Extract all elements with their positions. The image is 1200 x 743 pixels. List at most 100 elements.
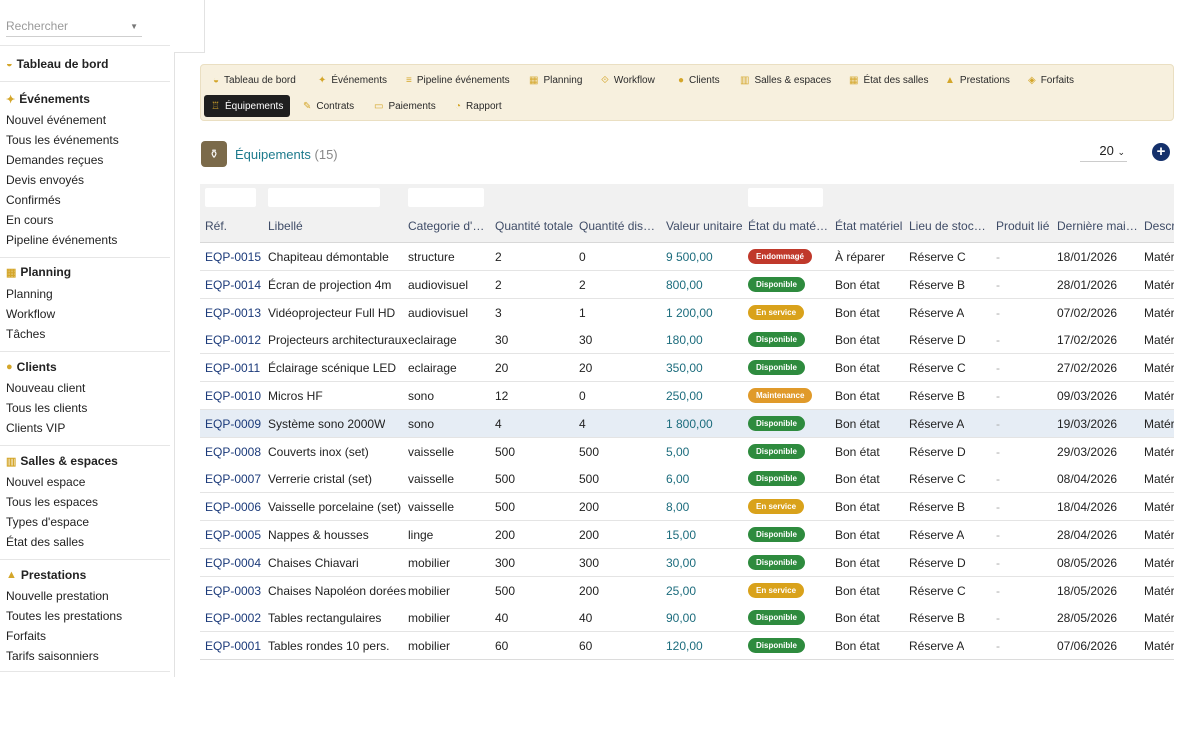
sidebar-section-5[interactable]: ▲ Prestations [6, 568, 86, 582]
column-filter-input[interactable] [268, 188, 380, 207]
sidebar-item[interactable]: Tous les espaces [6, 495, 99, 509]
table-row[interactable]: EQP-0004 Chaises Chiavari mobilier 300 300 30… [200, 548, 1174, 577]
column-filter-input[interactable] [748, 188, 823, 207]
tab-équipements[interactable]: ♖ Équipements [204, 95, 291, 117]
reference-link[interactable]: EQP-0004 [205, 555, 262, 570]
tab-planning[interactable]: ▦ Planning [522, 69, 589, 91]
reference-link[interactable]: EQP-0008 [205, 444, 262, 459]
tab-contrats[interactable]: ✎ Contrats [296, 95, 361, 117]
sidebar-item[interactable]: Workflow [6, 307, 56, 321]
reference-link[interactable]: EQP-0002 [205, 611, 262, 626]
sidebar-item[interactable]: Types d'espace [6, 515, 90, 529]
sidebar-item[interactable]: Toutes les prestations [6, 609, 123, 623]
table-cell: 2 [579, 277, 586, 292]
sidebar-section-3[interactable]: ● Clients [6, 360, 57, 374]
sidebar-section-1[interactable]: ✦ Événements [6, 92, 90, 106]
tab-rapport[interactable]: ◔ Rapport [448, 95, 509, 117]
table-cell: mobilier [408, 611, 451, 626]
column-header[interactable]: Descr… [1144, 219, 1174, 233]
sidebar-item[interactable]: Tâches [6, 327, 46, 341]
column-header[interactable]: Quantité dis… [579, 219, 656, 233]
column-header[interactable]: Quantité totale [495, 219, 574, 233]
sidebar-item[interactable]: Nouveau client [6, 381, 86, 395]
sidebar-section-2[interactable]: ▦ Planning [6, 265, 71, 279]
column-header[interactable]: Réf. [205, 219, 228, 233]
tab-workflow[interactable]: ⟐ Workflow [594, 69, 662, 91]
reference-link[interactable]: EQP-0007 [205, 472, 262, 487]
tab-paiements[interactable]: ▭ Paiements [367, 95, 443, 117]
sidebar-item[interactable]: En cours [6, 213, 54, 227]
table-row[interactable]: EQP-0006 Vaisselle porcelaine (set) vaisse… [200, 493, 1174, 522]
table-row[interactable]: EQP-0001 Tables rondes 10 pers. mobilier 60… [200, 632, 1174, 659]
sidebar-section-4[interactable]: ▥ Salles & espaces [6, 454, 118, 468]
sidebar-item[interactable]: Nouvel espace [6, 475, 86, 489]
table-cell: 12 [495, 389, 509, 403]
sidebar-item[interactable]: Planning [6, 287, 53, 301]
reference-link[interactable]: EQP-0006 [205, 500, 262, 515]
tab-prestations[interactable]: ▲ Prestations [938, 69, 1017, 91]
table-cell: 500 [495, 444, 516, 459]
reference-link[interactable]: EQP-0001 [205, 639, 262, 654]
add-button[interactable]: + [1152, 143, 1170, 161]
table-row[interactable]: EQP-0002 Tables rectangulaires mobilier 40 4… [200, 604, 1174, 633]
column-header[interactable]: Produit lié [996, 219, 1050, 233]
reference-link[interactable]: EQP-0005 [205, 528, 262, 542]
column-header[interactable]: Lieu de stoc… [909, 219, 986, 233]
table-row[interactable]: EQP-0008 Couverts inox (set) vaisselle 500 5… [200, 437, 1174, 466]
table-row[interactable]: EQP-0005 Nappes & housses linge 200 200 15,00… [200, 521, 1174, 549]
reference-link[interactable]: EQP-0013 [205, 305, 262, 320]
table-cell: - [996, 277, 1000, 292]
reference-link[interactable]: EQP-0015 [205, 250, 262, 264]
column-header[interactable]: Dernière mai… [1057, 219, 1138, 233]
reference-link[interactable]: EQP-0012 [205, 333, 262, 348]
tab-état-des-salles[interactable]: ▦ État des salles [842, 69, 936, 91]
chevron-down-icon[interactable]: ▼ [130, 22, 138, 31]
table-row[interactable]: EQP-0007 Verrerie cristal (set) vaisselle 5… [200, 465, 1174, 494]
sidebar-item[interactable]: Forfaits [6, 629, 47, 643]
sidebar-item[interactable]: Nouvel événement [6, 113, 107, 127]
reference-link[interactable]: EQP-0003 [205, 583, 262, 598]
tab-pipeline-événements[interactable]: ≡ Pipeline événements [399, 69, 517, 91]
sidebar-section-0[interactable]: ◒ Tableau de bord [6, 57, 108, 71]
table-row[interactable]: EQP-0015 Chapiteau démontable structure 2 0 9… [200, 243, 1174, 271]
table-cell: 200 [579, 500, 600, 515]
sidebar-item[interactable]: Tous les événements [6, 133, 119, 147]
table-row[interactable]: EQP-0010 Micros HF sono 12 0 250,00 Maintenanc… [200, 382, 1174, 410]
reference-link[interactable]: EQP-0009 [205, 416, 262, 431]
tab-clients[interactable]: ● Clients [671, 69, 727, 91]
tab-forfaits[interactable]: ◈ Forfaits [1021, 69, 1081, 91]
sidebar-item[interactable]: Confirmés [6, 193, 61, 207]
sidebar-item[interactable]: État des salles [6, 535, 85, 549]
table-row[interactable]: EQP-0012 Projecteurs architecturaux eclair… [200, 326, 1174, 355]
tab-salles-espaces[interactable]: ▥ Salles & espaces [733, 69, 838, 91]
column-header[interactable]: État matériel [835, 219, 903, 233]
column-header[interactable]: Libellé [268, 219, 303, 233]
reference-link[interactable]: EQP-0010 [205, 389, 262, 403]
search-input[interactable]: Rechercher ▼ [6, 18, 142, 37]
sidebar-item[interactable]: Tous les clients [6, 401, 88, 415]
column-header[interactable]: Valeur unitaire [666, 219, 743, 233]
sidebar-item[interactable]: Nouvelle prestation [6, 589, 109, 603]
tab-événements[interactable]: ✦ Événements [311, 69, 394, 91]
sidebar-item[interactable]: Demandes reçues [6, 153, 104, 167]
table-row[interactable]: EQP-0003 Chaises Napoléon dorées mobilier 5… [200, 576, 1174, 605]
sidebar-item[interactable]: Clients VIP [6, 421, 66, 435]
sidebar-item[interactable]: Tarifs saisonniers [6, 649, 99, 663]
per-page-select[interactable]: 20 ⌄ [1080, 143, 1127, 162]
column-header[interactable]: État du maté… [748, 219, 829, 233]
sidebar-item[interactable]: Pipeline événements [6, 233, 118, 247]
tab-tableau-de-bord[interactable]: ◒ Tableau de bord [206, 69, 303, 91]
column-filter-input[interactable] [408, 188, 484, 207]
sidebar-item[interactable]: Devis envoyés [6, 173, 85, 187]
reference-link[interactable]: EQP-0011 [205, 361, 261, 376]
table-row[interactable]: EQP-0013 Vidéoprojecteur Full HD audiovisu… [200, 298, 1174, 327]
column-filter-input[interactable] [205, 188, 256, 207]
reference-link[interactable]: EQP-0014 [205, 277, 262, 292]
table-cell: 30 [495, 333, 509, 348]
table-row[interactable]: EQP-0009 Système sono 2000W sono 4 4 1 800,00… [200, 409, 1174, 438]
table-cell: Tables rondes 10 pers. [268, 639, 390, 654]
table-cell: Couverts inox (set) [268, 444, 369, 459]
table-row[interactable]: EQP-0011 Éclairage scénique LED eclairage 2… [200, 354, 1174, 383]
table-row[interactable]: EQP-0014 Écran de projection 4m audiovisue… [200, 270, 1174, 299]
column-header[interactable]: Categorie d'… [408, 219, 485, 233]
